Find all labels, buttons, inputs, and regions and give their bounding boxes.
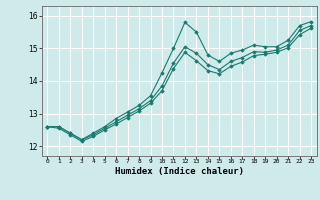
X-axis label: Humidex (Indice chaleur): Humidex (Indice chaleur) [115, 167, 244, 176]
